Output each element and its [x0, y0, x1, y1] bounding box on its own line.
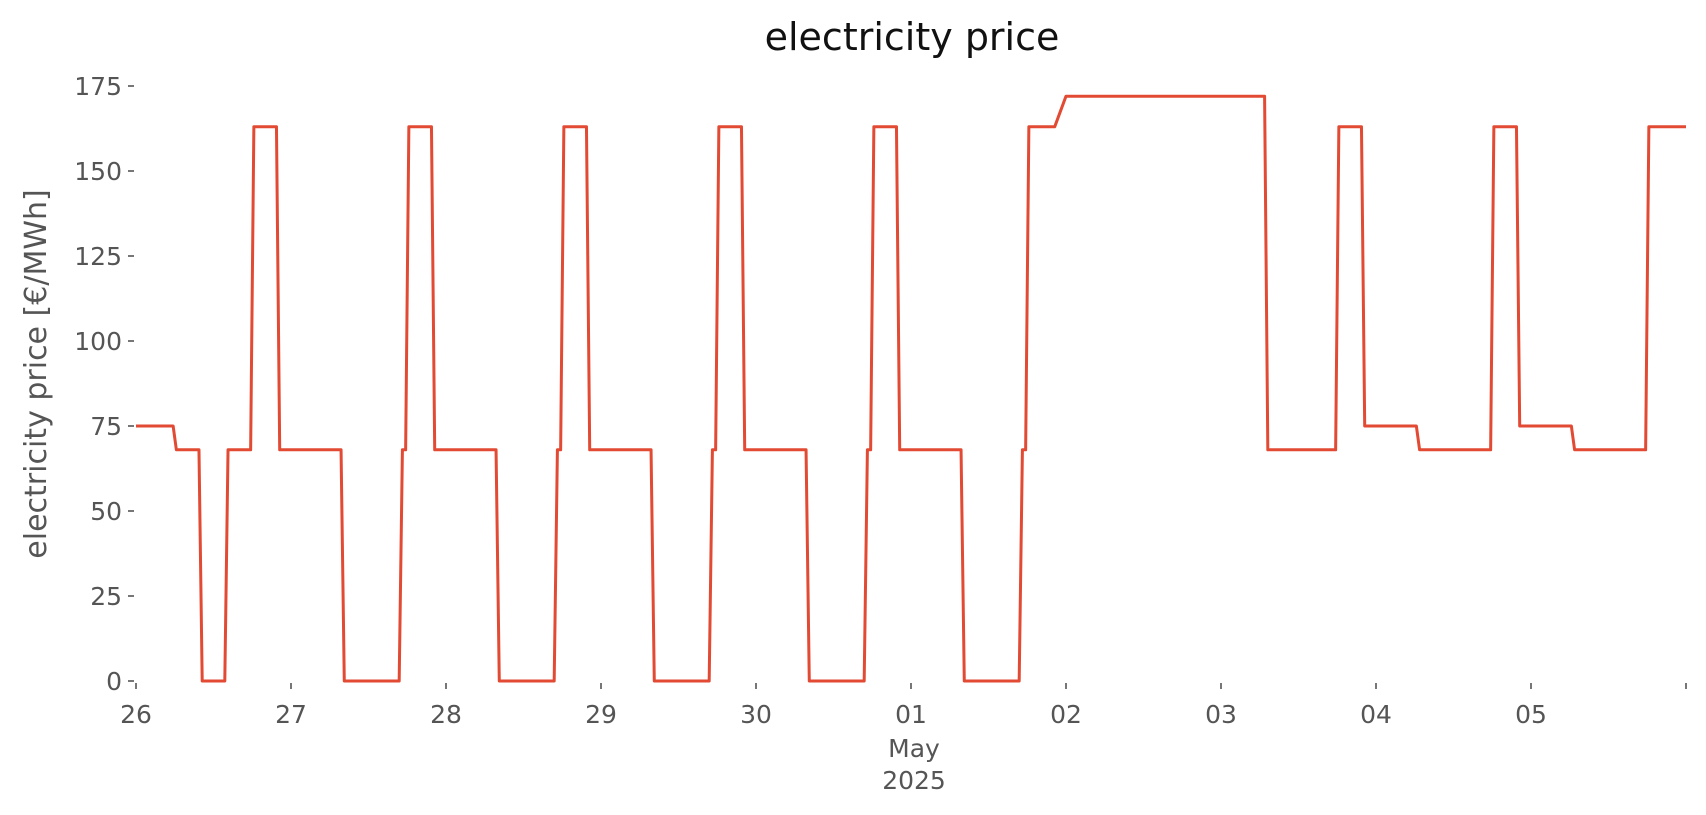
x-axis-ticks: 26 27 28 29 30 01 02 03 04 05: [120, 683, 1687, 729]
x-axis-month-label: May: [888, 734, 940, 763]
y-tick-label: 25: [90, 582, 122, 611]
y-tick-label: 125: [74, 242, 122, 271]
series-line-0: [136, 94, 1686, 683]
y-tick-label: 150: [74, 157, 122, 186]
x-tick-label: 28: [430, 700, 462, 729]
x-tick-label: 30: [740, 700, 772, 729]
x-tick-label: 03: [1205, 700, 1237, 729]
y-axis-ticks: 0 25 50 75 100 125 150 175: [74, 72, 134, 696]
y-tick-label: 50: [90, 497, 122, 526]
y-tick-label: 100: [74, 327, 122, 356]
x-axis-year-label: 2025: [882, 766, 946, 795]
series-layer: [136, 94, 1686, 683]
x-tick-label: 02: [1050, 700, 1082, 729]
y-tick-label: 0: [106, 667, 122, 696]
x-tick-label: 27: [275, 700, 307, 729]
x-tick-label: 29: [585, 700, 617, 729]
x-tick-label: 01: [895, 700, 927, 729]
y-tick-label: 175: [74, 72, 122, 101]
x-tick-label: 26: [120, 700, 152, 729]
y-axis-label: electricity price [€/MWh]: [19, 189, 54, 558]
x-tick-label: 05: [1515, 700, 1547, 729]
chart-title: electricity price: [765, 15, 1060, 59]
y-tick-label: 75: [90, 412, 122, 441]
x-tick-label: 04: [1360, 700, 1392, 729]
